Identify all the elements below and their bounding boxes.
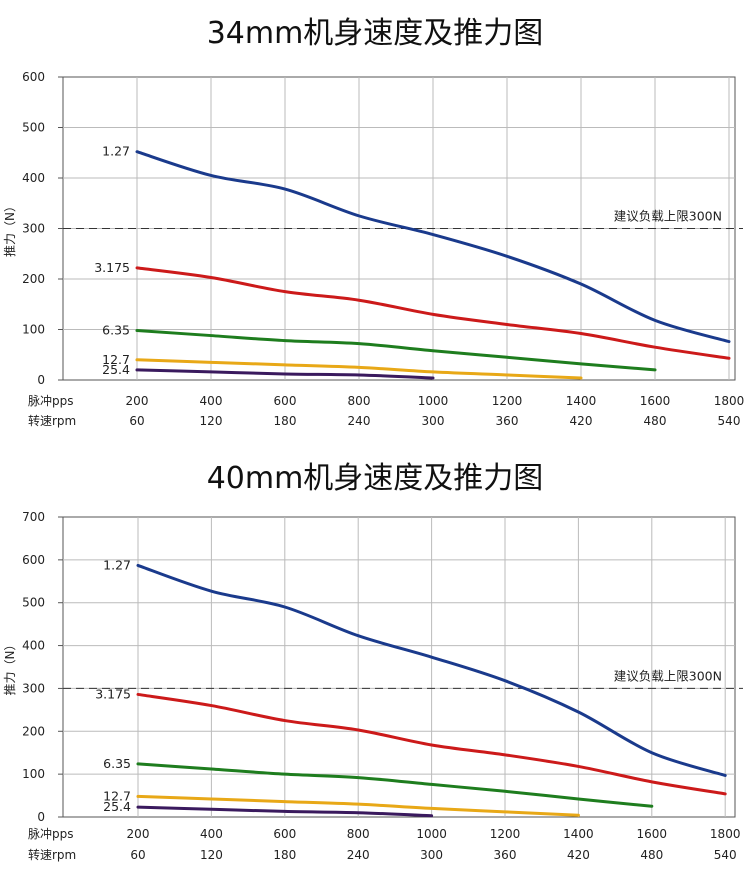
x-tick-label-rpm: 420	[567, 848, 590, 862]
chart-title-40mm: 40mm机身速度及推力图	[206, 461, 544, 496]
x-tick-label-rpm: 360	[494, 848, 517, 862]
x-axis-label-rpm: 转速rpm	[28, 847, 76, 862]
series-line-3_175	[136, 692, 727, 796]
x-tick-label-pps: 1600	[640, 394, 671, 408]
y-tick-label: 400	[22, 639, 45, 653]
x-tick-label-rpm: 540	[714, 848, 737, 862]
x-tick-label-pps: 1400	[563, 827, 594, 841]
series-line-1_27	[136, 563, 727, 777]
x-tick-label-pps: 1200	[490, 827, 521, 841]
x-tick-label-rpm: 480	[644, 414, 667, 428]
series-line-25_4	[136, 805, 434, 818]
series-line-3_175	[135, 266, 731, 360]
series-line-12_7	[135, 358, 583, 380]
y-tick-label: 600	[22, 553, 45, 567]
y-tick-label: 0	[37, 373, 45, 387]
x-tick-label-rpm: 60	[130, 848, 145, 862]
y-tick-label: 600	[22, 70, 45, 84]
x-tick-label-pps: 200	[126, 394, 149, 408]
series-label: 1.27	[102, 144, 130, 159]
series-line-6_35	[135, 329, 657, 372]
series-label: 25.4	[102, 362, 130, 377]
x-axis-label-rpm: 转速rpm	[28, 413, 76, 428]
series-label: 12.7	[102, 352, 130, 367]
series-label: 1.27	[103, 557, 131, 572]
x-tick-label-rpm: 120	[200, 848, 223, 862]
x-tick-label-pps: 600	[274, 394, 297, 408]
x-axis-label-pps: 脉冲pps	[28, 826, 74, 841]
y-tick-label: 300	[22, 222, 45, 236]
y-tick-label: 200	[22, 724, 45, 738]
y-axis-label: 推力（N）	[3, 200, 17, 257]
y-tick-label: 300	[22, 681, 45, 695]
x-tick-label-pps: 1800	[710, 827, 741, 841]
x-tick-label-pps: 600	[273, 827, 296, 841]
x-tick-label-rpm: 300	[420, 848, 443, 862]
x-tick-label-pps: 400	[200, 394, 223, 408]
x-tick-label-pps: 1800	[714, 394, 745, 408]
x-tick-label-rpm: 180	[274, 414, 297, 428]
x-tick-label-rpm: 240	[348, 414, 371, 428]
x-tick-label-rpm: 360	[496, 414, 519, 428]
x-axis-label-pps: 脉冲pps	[28, 393, 74, 408]
x-tick-label-pps: 1400	[566, 394, 597, 408]
y-tick-label: 0	[37, 810, 45, 824]
series-line-12_7	[136, 794, 580, 817]
series-label: 25.4	[103, 799, 131, 814]
series-line-1_27	[135, 150, 731, 344]
limit-label: 建议负载上限300N	[614, 209, 722, 224]
limit-label: 建议负载上限300N	[614, 668, 722, 683]
y-tick-label: 100	[22, 323, 45, 337]
x-tick-label-pps: 1000	[418, 394, 449, 408]
x-tick-label-pps: 200	[127, 827, 150, 841]
series-label: 6.35	[102, 323, 130, 338]
x-tick-label-rpm: 240	[347, 848, 370, 862]
x-tick-label-pps: 800	[348, 394, 371, 408]
y-tick-label: 500	[22, 121, 45, 135]
x-tick-label-rpm: 60	[129, 414, 144, 428]
thrust-chart-34mm: 0 100 200 300 400 500 600 200 60 400 120 600 180 800 2…	[3, 70, 745, 428]
y-tick-label: 400	[22, 171, 45, 185]
y-tick-label: 100	[22, 767, 45, 781]
x-tick-label-rpm: 300	[422, 414, 445, 428]
y-tick-label: 700	[22, 510, 45, 524]
x-tick-label-rpm: 540	[718, 414, 741, 428]
x-tick-label-pps: 1000	[416, 827, 447, 841]
chart-title-34mm: 34mm机身速度及推力图	[206, 16, 544, 51]
y-tick-label: 200	[22, 272, 45, 286]
series-label: 3.175	[94, 260, 130, 275]
y-tick-label: 500	[22, 596, 45, 610]
x-tick-label-rpm: 180	[273, 848, 296, 862]
x-tick-label-pps: 400	[200, 827, 223, 841]
x-tick-label-pps: 800	[347, 827, 370, 841]
series-line-25_4	[135, 368, 435, 380]
series-label: 3.175	[95, 686, 131, 701]
x-tick-label-rpm: 480	[640, 848, 663, 862]
series-line-6_35	[136, 762, 654, 808]
y-axis-label: 推力（N）	[3, 639, 17, 696]
x-tick-label-rpm: 120	[200, 414, 223, 428]
series-label: 12.7	[103, 788, 131, 803]
plot-frame	[62, 516, 736, 818]
x-tick-label-rpm: 420	[570, 414, 593, 428]
x-tick-label-pps: 1200	[492, 394, 523, 408]
x-tick-label-pps: 1600	[637, 827, 668, 841]
series-label: 6.35	[103, 756, 131, 771]
